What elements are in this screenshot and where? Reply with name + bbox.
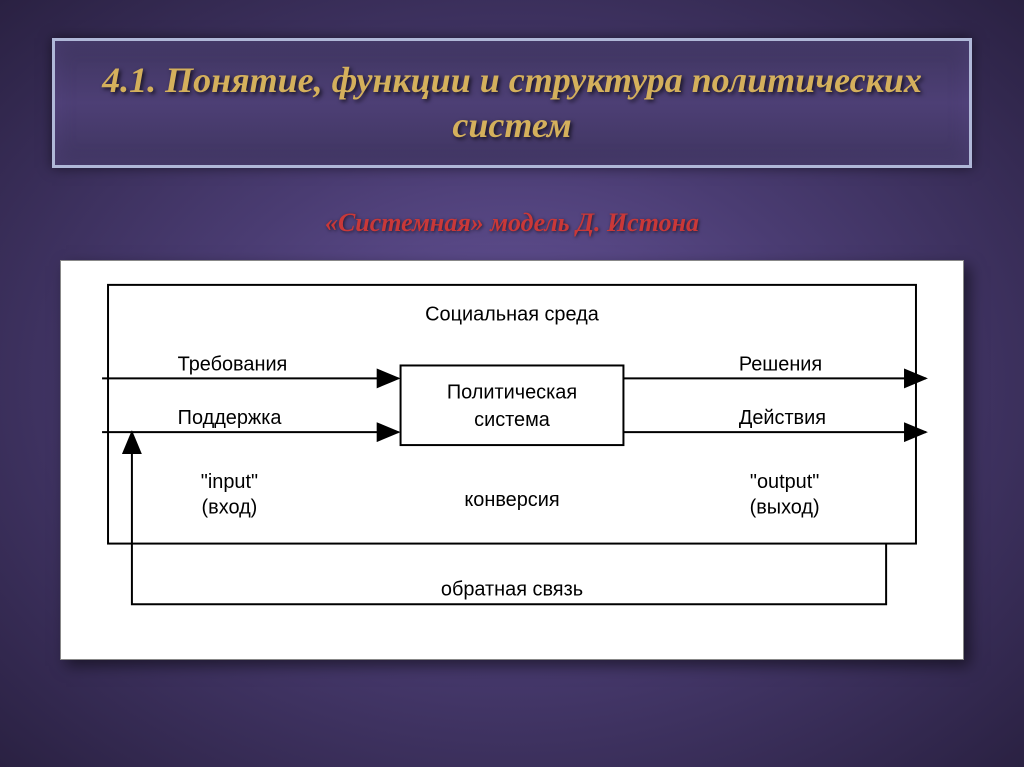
slide-title: 4.1. Понятие, функции и структура полити… — [75, 58, 949, 148]
label-input-en: "input" — [201, 471, 258, 493]
label-demands: Требования — [178, 353, 288, 375]
label-actions: Действия — [739, 407, 826, 429]
diagram-panel: Политическая система Социальная среда Тр… — [60, 260, 964, 660]
label-output-en: "output" — [750, 471, 819, 493]
label-support: Поддержка — [178, 407, 283, 429]
slide-subtitle: «Системная» модель Д. Истона — [0, 208, 1024, 238]
label-output-ru: (выход) — [750, 497, 820, 519]
center-box-label-1: Политическая — [447, 381, 577, 403]
center-box-label-2: система — [474, 409, 551, 431]
label-conversion: конверсия — [464, 489, 559, 511]
title-frame: 4.1. Понятие, функции и структура полити… — [52, 38, 972, 168]
label-feedback: обратная связь — [441, 578, 583, 600]
center-box — [401, 365, 624, 445]
easton-system-diagram: Политическая система Социальная среда Тр… — [61, 261, 963, 659]
label-input-ru: (вход) — [202, 497, 258, 519]
label-decisions: Решения — [739, 353, 822, 375]
social-env-label: Социальная среда — [425, 304, 600, 326]
